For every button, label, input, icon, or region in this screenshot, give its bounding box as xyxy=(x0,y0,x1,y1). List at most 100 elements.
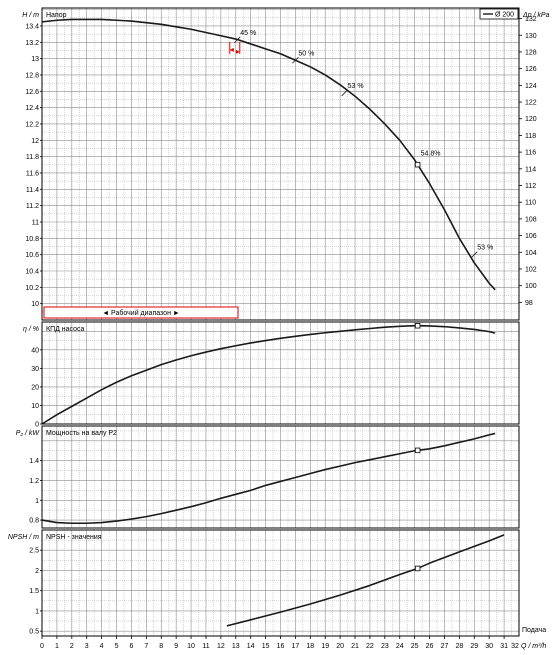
x-tick-label: 3 xyxy=(85,643,89,650)
y2-tick-label: 122 xyxy=(525,100,537,107)
y-tick-label-eta: 20 xyxy=(31,384,39,391)
y2-tick-label: 102 xyxy=(525,266,537,273)
x-tick-label: 5 xyxy=(115,643,119,650)
series-line-p2 xyxy=(41,432,496,525)
x-tick-label: 6 xyxy=(129,643,133,650)
range-arrow-right xyxy=(235,49,240,54)
y2-tick-label: 114 xyxy=(525,166,536,173)
x-tick-label: 19 xyxy=(321,643,329,650)
x-tick-label: 12 xyxy=(217,643,225,650)
y-tick-label-p2: 0.8 xyxy=(29,518,39,525)
legend-label: Ø 200 xyxy=(495,12,514,19)
y2-tick-label: 98 xyxy=(525,300,533,307)
x-tick-label: 1 xyxy=(55,643,59,650)
y-axis-label-npsh: NPSH / m xyxy=(8,534,39,541)
y-tick-label-head: 12.4 xyxy=(25,105,39,112)
x-tick-label: 11 xyxy=(202,643,209,650)
x-tick-label: 10 xyxy=(187,643,195,650)
x-tick-label: 20 xyxy=(336,643,344,650)
panel-title-head: Напор xyxy=(46,12,67,19)
efficiency-label: 53 % xyxy=(477,245,493,252)
y-tick-label-head: 11.8 xyxy=(26,154,39,161)
y-tick-label-head: 10 xyxy=(31,301,39,308)
y2-tick-label: 116 xyxy=(525,150,536,157)
panel-title-p2: Мощность на валу P2 xyxy=(46,430,117,437)
y-tick-label-eta: 10 xyxy=(31,403,39,410)
x-tick-label: 14 xyxy=(247,643,255,650)
x-tick-label: 4 xyxy=(100,643,104,650)
x-tick-label: 31 xyxy=(500,643,508,650)
y-tick-label-head: 12.8 xyxy=(25,72,39,79)
x-tick-label: 21 xyxy=(351,643,359,650)
x-tick-label: 2 xyxy=(70,643,74,650)
y-tick-label-eta: 30 xyxy=(31,366,39,373)
efficiency-tick xyxy=(292,56,299,64)
operating-range-box xyxy=(43,306,239,319)
y-tick-label-head: 13 xyxy=(31,56,39,63)
x-axis-title: Подача xyxy=(522,627,546,634)
y2-tick-label: 112 xyxy=(525,183,536,190)
y2-tick-label: 124 xyxy=(525,83,537,90)
x-tick-label: 13 xyxy=(232,643,240,650)
y2-tick-label: 132 xyxy=(525,16,537,23)
y-tick-label-head: 11.2 xyxy=(26,203,39,210)
y2-tick-label: 130 xyxy=(525,33,537,40)
y-tick-label-head: 10.6 xyxy=(25,252,39,259)
grid xyxy=(41,8,520,636)
y-tick-label-head: 11 xyxy=(32,219,39,226)
duty-point-marker xyxy=(414,322,421,329)
operating-range-label: ◄ Рабочий диапазон ► xyxy=(102,309,180,317)
y-tick-label-npsh: 1 xyxy=(35,608,39,615)
x-tick-label: 26 xyxy=(426,643,434,650)
panel-title-eta: КПД насоса xyxy=(46,326,85,333)
panel-title-npsh: NPSH - значения xyxy=(46,534,102,541)
y-tick-label-head: 12.6 xyxy=(25,89,39,96)
x-tick-label: 0 xyxy=(40,643,44,650)
x-tick-label: 25 xyxy=(411,643,419,650)
y2-tick-label: 128 xyxy=(525,49,537,56)
x-tick-label: 9 xyxy=(174,643,178,650)
y-tick-label-npsh: 0.5 xyxy=(29,629,39,636)
y-tick-label-eta: 40 xyxy=(31,347,39,354)
y-tick-label-p2: 1 xyxy=(35,498,39,505)
y2-tick-label: 108 xyxy=(525,216,537,223)
x-tick-label: 8 xyxy=(159,643,163,650)
y-tick-label-head: 10.8 xyxy=(25,236,39,243)
y2-tick-label: 126 xyxy=(525,66,537,73)
y-tick-label-npsh: 2 xyxy=(35,568,39,575)
x-tick-label: 30 xyxy=(485,643,493,650)
efficiency-label: 54.8% xyxy=(421,151,441,158)
series-line-eta xyxy=(41,324,496,425)
y2-tick-label: 104 xyxy=(525,250,537,257)
y-tick-label-head: 12.2 xyxy=(25,121,39,128)
y-axis-label-head: H / m xyxy=(22,12,39,19)
x-tick-label: 29 xyxy=(470,643,478,650)
y-axis-label-eta: η / % xyxy=(23,326,39,333)
y-tick-label-head: 11.4 xyxy=(26,187,39,194)
duty-point-marker xyxy=(414,447,421,454)
duty-point-marker xyxy=(414,161,421,168)
y-tick-label-npsh: 1.5 xyxy=(29,588,39,595)
x-tick-label-last: 32 xyxy=(511,643,519,650)
y-tick-label-head: 10.4 xyxy=(25,268,39,275)
panel-frame-p2 xyxy=(41,425,520,529)
legend-box xyxy=(479,8,519,20)
x-tick-label: 7 xyxy=(144,643,148,650)
y-tick-label-head: 13.2 xyxy=(25,40,39,47)
x-tick-label: 24 xyxy=(396,643,404,650)
y2-tick-label: 120 xyxy=(525,116,537,123)
y-tick-label-head: 10.2 xyxy=(25,285,39,292)
frames xyxy=(40,7,522,639)
y2-tick-label: 110 xyxy=(525,200,536,207)
y-tick-label-p2: 1.4 xyxy=(29,458,39,465)
y-tick-label-npsh: 2.5 xyxy=(29,548,39,555)
x-tick-label: 16 xyxy=(277,643,285,650)
y2-axis-label: Δp / kPa xyxy=(522,12,550,19)
y-tick-label-head: 11.6 xyxy=(26,170,39,177)
y2-tick-label: 118 xyxy=(525,133,536,140)
y-tick-label-p2: 1.2 xyxy=(29,478,39,485)
duty-point-marker xyxy=(414,565,421,572)
efficiency-tick xyxy=(233,36,241,44)
